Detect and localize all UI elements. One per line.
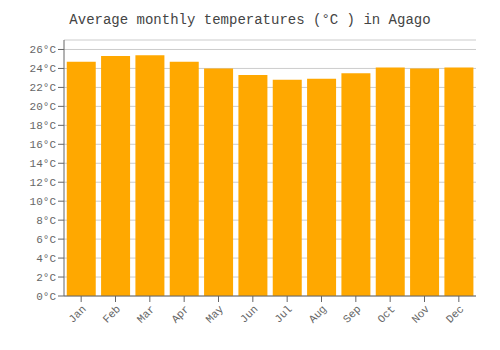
svg-text:Jun: Jun: [238, 303, 260, 325]
svg-text:Oct: Oct: [375, 303, 397, 325]
svg-text:Apr: Apr: [169, 303, 191, 325]
svg-text:22°C: 22°C: [30, 82, 57, 94]
svg-text:Mar: Mar: [135, 303, 157, 325]
svg-text:16°C: 16°C: [30, 139, 57, 151]
svg-text:0°C: 0°C: [36, 291, 56, 303]
svg-text:6°C: 6°C: [36, 234, 56, 246]
svg-text:Jul: Jul: [272, 303, 294, 325]
svg-text:May: May: [204, 303, 227, 326]
svg-text:Aug: Aug: [307, 303, 329, 325]
svg-text:Sep: Sep: [341, 303, 363, 325]
svg-text:18°C: 18°C: [30, 120, 57, 132]
svg-text:14°C: 14°C: [30, 158, 57, 170]
svg-text:24°C: 24°C: [30, 63, 57, 75]
svg-text:12°C: 12°C: [30, 177, 57, 189]
svg-text:Jan: Jan: [66, 303, 88, 325]
svg-text:8°C: 8°C: [36, 215, 56, 227]
svg-text:20°C: 20°C: [30, 101, 57, 113]
svg-text:10°C: 10°C: [30, 196, 57, 208]
svg-text:Feb: Feb: [101, 303, 123, 325]
svg-text:26°C: 26°C: [30, 44, 57, 56]
svg-text:Dec: Dec: [444, 303, 466, 325]
svg-text:2°C: 2°C: [36, 272, 56, 284]
svg-text:Nov: Nov: [410, 303, 433, 326]
html-text:Average monthly temperatures (: Average monthly temperatures (°C ) in Ag…: [69, 12, 431, 28]
svg-text:4°C: 4°C: [36, 253, 56, 265]
